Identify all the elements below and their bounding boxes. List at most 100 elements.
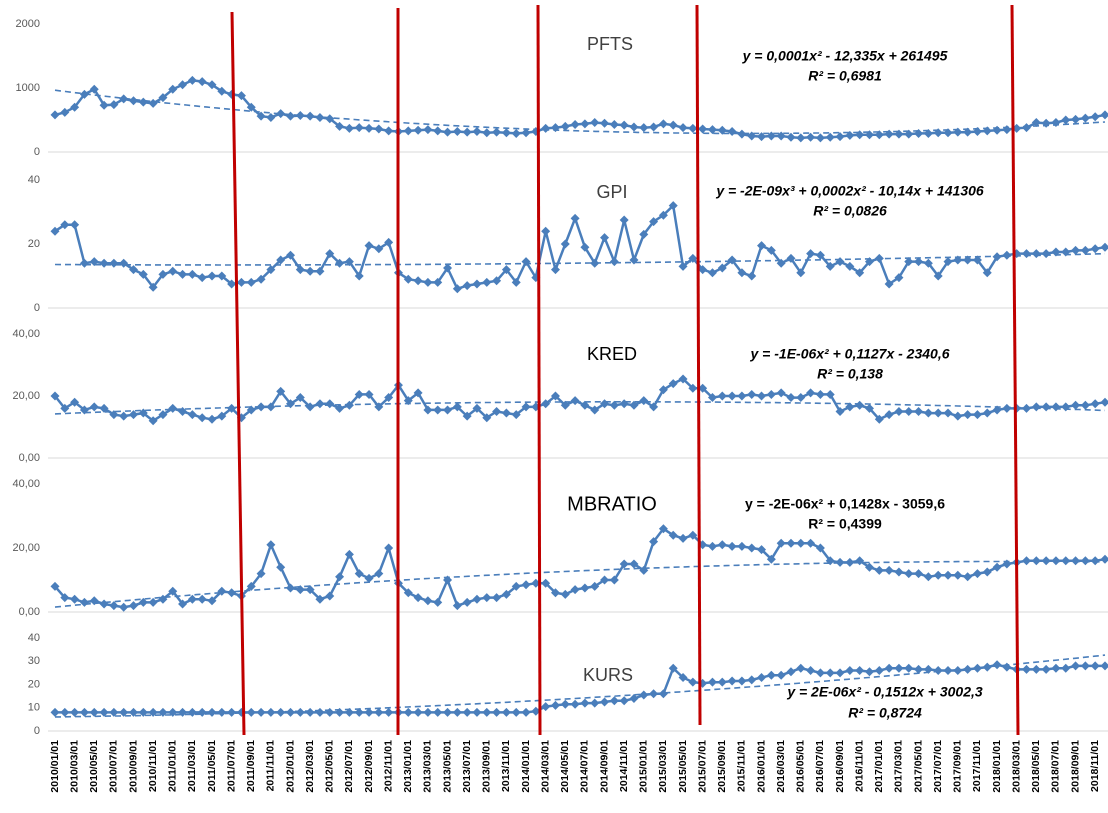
data-point [109,601,119,611]
data-point [815,133,825,143]
data-point [737,541,747,551]
x-tick-label: 2017/09/01 [952,740,964,793]
data-point [482,707,492,717]
data-point [629,255,639,265]
data-point [443,263,453,273]
data-point [884,129,894,139]
data-point [70,594,80,604]
data-point [658,689,668,699]
data-point [1100,554,1108,564]
data-point [364,707,374,717]
data-point [992,660,1002,670]
data-point [413,593,423,603]
panel-title: GPI [596,182,627,202]
data-point [1051,556,1061,566]
data-point [590,118,600,128]
data-point [325,707,335,717]
data-point [158,410,168,420]
data-point [717,540,727,550]
data-point [894,407,904,416]
y-tick-label: 1000 [16,82,40,94]
data-point [109,258,119,268]
data-point [737,676,747,686]
data-point [227,403,237,413]
data-point [747,131,757,141]
x-tick-label: 2014/09/01 [598,740,610,793]
data-point [1061,556,1071,566]
data-point [953,570,963,580]
data-point [79,258,89,268]
data-point [992,125,1002,135]
data-point [609,257,619,267]
data-point [806,388,816,398]
data-point [60,403,70,413]
data-point [315,112,325,122]
data-point [845,402,855,412]
trend-equation: y = -2E-06x² + 0,1428x - 3059,6 [745,496,945,512]
data-point [796,268,806,278]
data-point [236,277,246,287]
data-point [600,575,610,585]
data-point [472,707,482,717]
data-point [335,572,345,582]
data-point [50,226,60,236]
data-point [707,268,717,278]
trend-equation: y = -2E-09x³ + 0,0002x² - 10,14x + 14130… [715,183,984,199]
data-point [305,111,315,121]
r-squared: R² = 0,6981 [808,68,882,84]
data-point [119,707,129,717]
data-point [600,233,610,243]
data-point [335,403,345,413]
data-point [541,226,551,236]
data-point [864,130,874,140]
data-point [707,677,717,687]
x-tick-label: 2011/05/01 [206,740,218,792]
y-tick-label: 0,00 [19,606,40,618]
trend-line [54,252,1106,266]
data-point [1090,244,1100,254]
data-point [629,122,639,132]
data-point [246,581,256,591]
x-tick-label: 2018/01/01 [991,740,1003,793]
data-point [1080,113,1090,123]
data-point [757,241,767,251]
data-point [698,383,708,393]
data-point [50,391,60,401]
data-point [501,589,511,599]
data-point [207,271,217,281]
x-tick-label: 2011/09/01 [245,740,257,792]
data-point [609,400,619,410]
data-point [923,408,933,418]
x-tick-label: 2012/09/01 [363,740,375,793]
x-tick-label: 2013/11/01 [500,740,512,792]
x-tick-label: 2012/03/01 [304,740,316,793]
data-point [227,707,237,717]
data-point [982,567,992,577]
data-point [384,707,394,717]
data-point [1100,110,1108,120]
data-point [658,385,668,395]
data-point [246,405,256,415]
data-point [678,673,688,683]
data-point [550,265,560,275]
data-point [580,119,590,129]
data-point [904,129,914,139]
data-point [1071,661,1081,671]
data-point [501,128,511,138]
data-point [688,530,698,540]
data-point [570,119,580,129]
data-point [786,253,796,263]
data-point [70,397,80,407]
data-point [217,411,227,421]
data-point [256,707,266,717]
data-point [963,572,973,582]
data-point [79,89,89,99]
data-point [187,707,197,717]
data-point [79,707,89,717]
data-point [541,702,551,712]
data-point [707,125,717,135]
data-point [374,569,384,579]
data-point [727,127,737,137]
data-point [776,538,786,548]
data-point [894,129,904,139]
